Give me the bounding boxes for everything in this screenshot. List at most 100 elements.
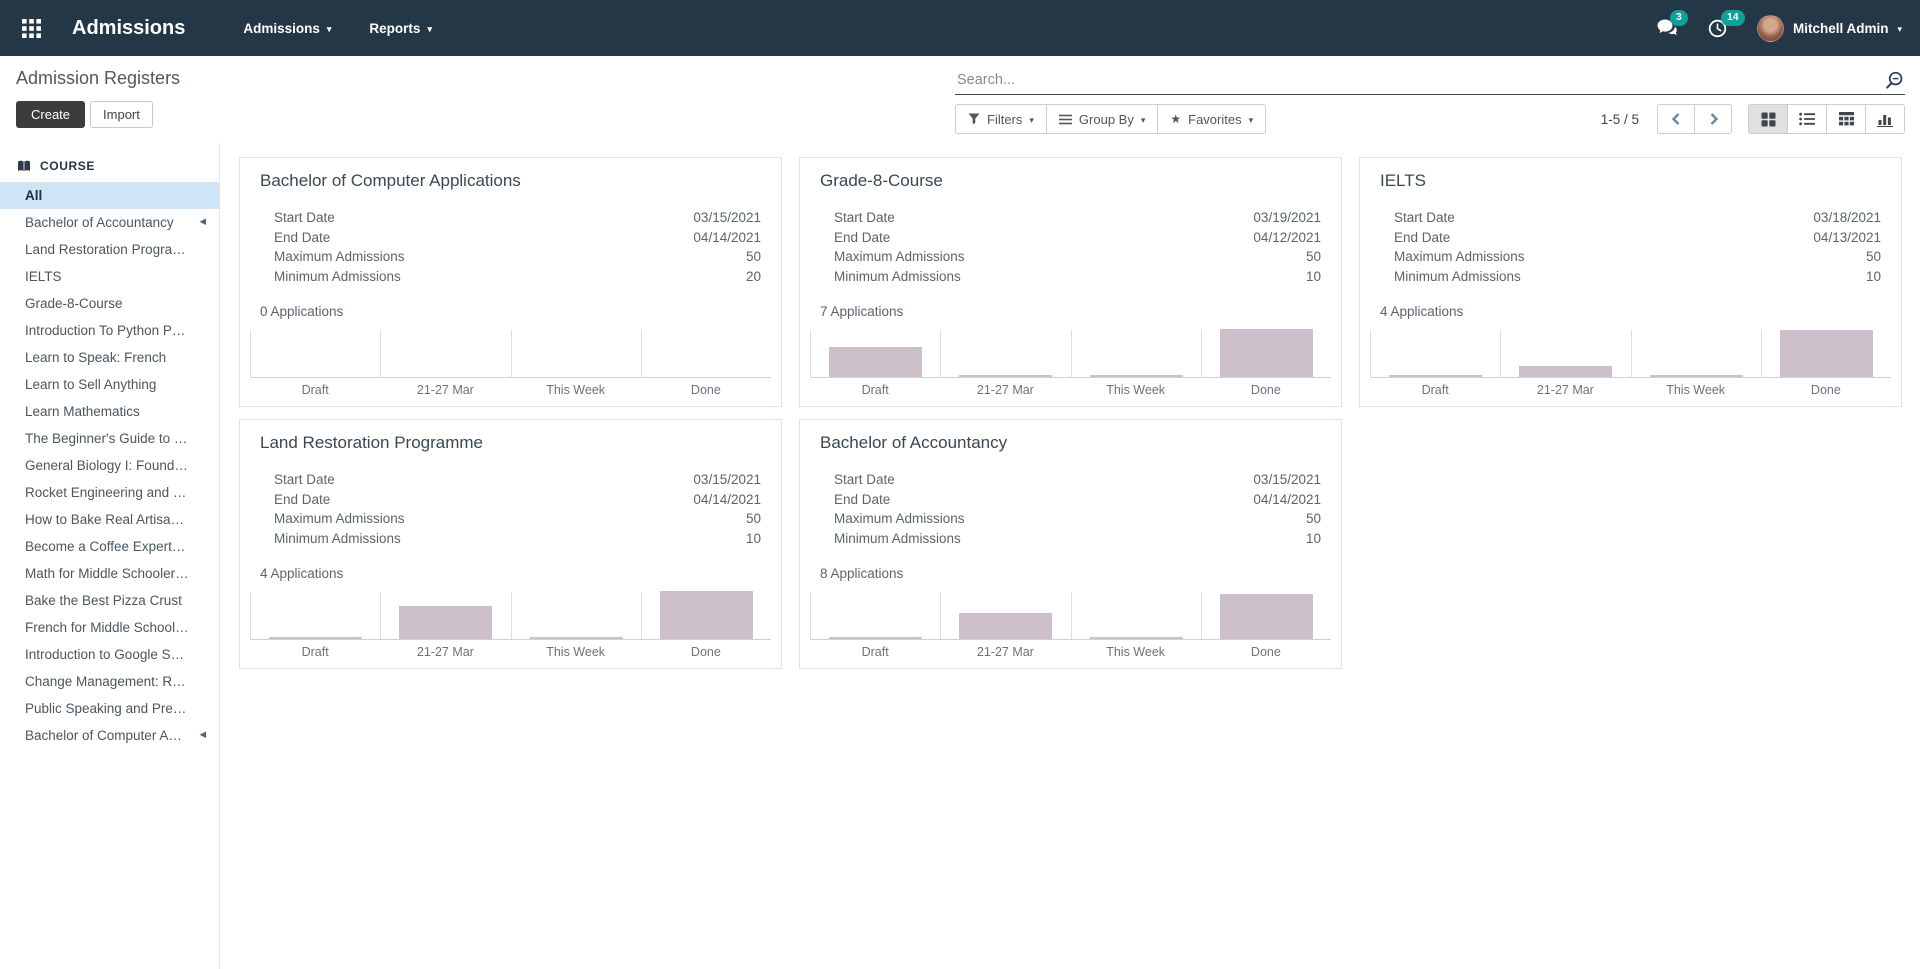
sidebar-course-item[interactable]: Rocket Engineering and Inte… ◀ <box>0 479 219 506</box>
sidebar-course-item[interactable]: Bachelor of Computer Ap… ◀ <box>0 722 219 749</box>
chart-column[interactable] <box>250 330 380 377</box>
kanban-card[interactable]: Bachelor of Accountancy Start Date 03/15… <box>799 419 1342 669</box>
sidebar-course-item[interactable]: The Beginner's Guide to Veg… ◀ <box>0 425 219 452</box>
chart-labels-row: Draft 21-27 Mar This Week Done <box>810 640 1331 659</box>
card-field-row: Maximum Admissions 50 <box>240 509 781 529</box>
list-view-button[interactable] <box>1787 104 1827 134</box>
sidebar-course-item[interactable]: Introduction To Python Progr… ◀ <box>0 317 219 344</box>
field-label: Minimum Admissions <box>834 268 961 284</box>
chart-column[interactable] <box>510 330 641 377</box>
sidebar-course-item[interactable]: Land Restoration Programme ◀ <box>0 236 219 263</box>
field-value: 03/15/2021 <box>693 210 761 225</box>
create-button[interactable]: Create <box>16 101 86 128</box>
chart-column[interactable] <box>1370 330 1500 377</box>
kanban-card[interactable]: Grade-8-Course Start Date 03/19/2021 End… <box>799 157 1342 407</box>
chart-column[interactable] <box>1070 592 1201 639</box>
chart-column[interactable] <box>810 330 940 377</box>
group-by-label: Group By <box>1078 111 1134 127</box>
filters-button[interactable]: Filters ▾ <box>955 104 1047 134</box>
chart-bar <box>829 637 923 639</box>
favorites-button[interactable]: ★ Favorites ▾ <box>1157 104 1267 134</box>
group-by-button[interactable]: Group By ▾ <box>1045 104 1159 134</box>
chart-column[interactable] <box>940 592 1070 639</box>
collapse-left-triangle-icon[interactable]: ◀ <box>199 216 206 226</box>
sidebar-course-item[interactable]: Grade-8-Course ◀ <box>0 290 219 317</box>
sidebar-course-item[interactable]: Learn to Speak: French ◀ <box>0 344 219 371</box>
chart-column[interactable] <box>1200 329 1331 377</box>
chart-column[interactable] <box>510 592 641 639</box>
chart-column[interactable] <box>640 591 771 639</box>
messages-button[interactable]: 3 <box>1657 10 1688 38</box>
kanban-card[interactable]: IELTS Start Date 03/18/2021 End Date 04/… <box>1359 157 1902 407</box>
chart-column[interactable] <box>1070 330 1201 377</box>
chart-column[interactable] <box>640 330 771 377</box>
field-label: End Date <box>834 229 891 245</box>
sidebar-course-item[interactable]: How to Bake Real Artisan Br… ◀ <box>0 506 219 533</box>
star-icon: ★ <box>1170 112 1182 126</box>
field-value: 03/15/2021 <box>1253 472 1321 487</box>
field-label: End Date <box>834 491 891 507</box>
sidebar-course-item[interactable]: Learn Mathematics ◀ <box>0 398 219 425</box>
card-field-row: End Date 04/13/2021 <box>1360 228 1901 248</box>
card-fields: Start Date 03/15/2021 End Date 04/14/202… <box>240 208 781 286</box>
search-input[interactable] <box>955 71 1871 89</box>
sidebar-course-item[interactable]: Change Management: Real … ◀ <box>0 668 219 695</box>
apps-menu-button[interactable] <box>14 11 48 45</box>
bar-graph-icon <box>1877 114 1893 127</box>
menu-admissions[interactable]: Admissions ▾ <box>243 21 331 36</box>
activities-button[interactable]: 14 <box>1708 10 1745 38</box>
caret-down-icon: ▾ <box>427 23 432 34</box>
menu-reports[interactable]: Reports ▾ <box>369 21 432 36</box>
sidebar-course-item[interactable]: Learn to Sell Anything ◀ <box>0 371 219 398</box>
sidebar-course-item[interactable]: General Biology I: Foundatio… ◀ <box>0 452 219 479</box>
chart-column[interactable] <box>1760 330 1891 377</box>
kanban-card[interactable]: Land Restoration Programme Start Date 03… <box>239 419 782 669</box>
pager-next-button[interactable] <box>1694 104 1732 134</box>
action-buttons: Create Import <box>16 101 955 128</box>
kanban-card[interactable]: Bachelor of Computer Applications Start … <box>239 157 782 407</box>
pager-previous-button[interactable] <box>1657 104 1695 134</box>
navbar-menus: Admissions ▾ Reports ▾ <box>243 21 432 36</box>
applications-mini-chart <box>250 330 771 378</box>
chart-column[interactable] <box>1500 330 1630 377</box>
sidebar-course-item[interactable]: Bachelor of Accountancy ◀ <box>0 209 219 236</box>
chart-column[interactable] <box>250 592 380 639</box>
sidebar-course-item[interactable]: Introduction to Google Sheets ◀ <box>0 641 219 668</box>
field-label: Maximum Admissions <box>834 249 965 264</box>
kanban-view-button[interactable] <box>1748 104 1788 134</box>
field-label: End Date <box>274 229 331 245</box>
chart-column[interactable] <box>1200 592 1331 639</box>
sidebar-course-label: General Biology I: Foundatio… <box>25 458 210 473</box>
search-button[interactable] <box>1883 70 1905 95</box>
pivot-view-button[interactable] <box>1826 104 1866 134</box>
user-menu[interactable]: Mitchell Admin ▾ <box>1756 14 1902 42</box>
chart-column[interactable] <box>1630 330 1761 377</box>
chart-column[interactable] <box>380 330 510 377</box>
sidebar-course-item[interactable]: French for Middle Schoolers ◀ <box>0 614 219 641</box>
chart-column-label: Done <box>1810 383 1841 397</box>
chart-column[interactable] <box>380 592 510 639</box>
sidebar-course-item[interactable]: IELTS ◀ <box>0 263 219 290</box>
sidebar-course-item[interactable]: Bake the Best Pizza Crust ◀ <box>0 587 219 614</box>
search-bar <box>955 69 1905 95</box>
chart-column[interactable] <box>810 592 940 639</box>
sidebar-course-item[interactable]: Become a Coffee Expert: Ho… ◀ <box>0 533 219 560</box>
card-field-row: Minimum Admissions 10 <box>800 267 1341 287</box>
sidebar-course-item[interactable]: Math for Middle Schoolers: S… ◀ <box>0 560 219 587</box>
applications-count: 7 Applications <box>820 304 904 319</box>
sidebar-course-item[interactable]: All ◀ <box>0 182 219 209</box>
collapse-left-triangle-icon[interactable]: ◀ <box>199 729 206 739</box>
sidebar-course-label: Learn to Speak: French <box>25 350 167 365</box>
app-brand[interactable]: Admissions <box>72 16 186 39</box>
field-label: Start Date <box>274 472 335 487</box>
chart-bar <box>1779 330 1873 377</box>
import-button[interactable]: Import <box>90 101 153 128</box>
list-icon <box>1799 112 1815 126</box>
navbar-left: Admissions Admissions ▾ Reports ▾ <box>14 11 432 45</box>
main-area: COURSE All ◀ Bachelor of Accountancy ◀ L… <box>0 143 1920 969</box>
sidebar-course-item[interactable]: Public Speaking and Present… ◀ <box>0 695 219 722</box>
field-label: Maximum Admissions <box>274 511 405 526</box>
chart-column[interactable] <box>940 330 1070 377</box>
graph-view-button[interactable] <box>1865 104 1905 134</box>
sidebar-course-label: Bachelor of Computer Ap… <box>25 728 190 743</box>
